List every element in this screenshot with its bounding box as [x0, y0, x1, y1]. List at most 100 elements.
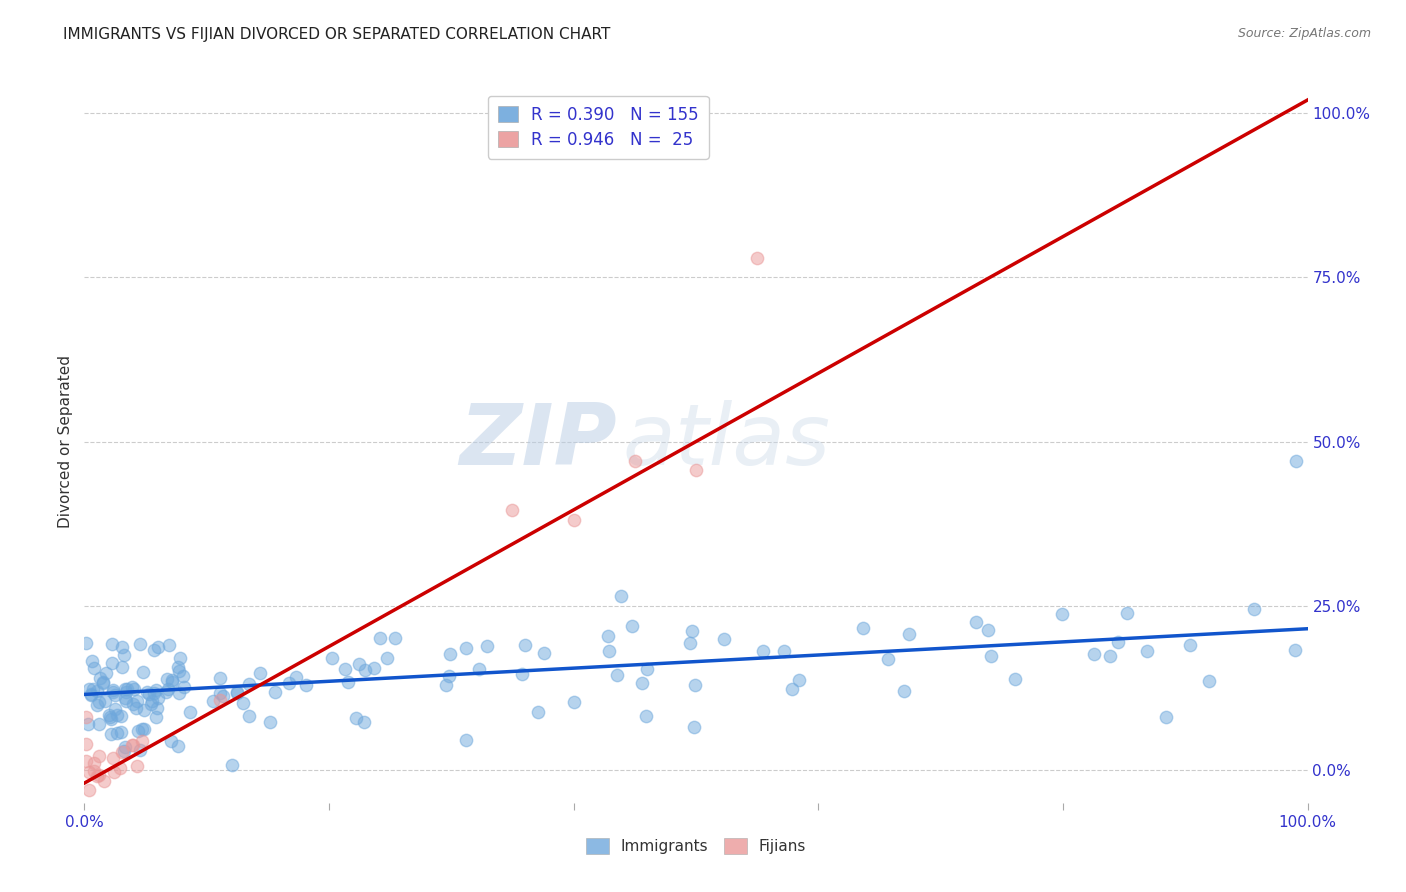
Text: IMMIGRANTS VS FIJIAN DIVORCED OR SEPARATED CORRELATION CHART: IMMIGRANTS VS FIJIAN DIVORCED OR SEPARAT… [63, 27, 610, 42]
Point [353, 715, 375, 730]
Point [115, 682, 138, 697]
Point [157, 682, 180, 697]
Point [249, 666, 271, 681]
Point [263, 685, 285, 699]
Point [598, 629, 620, 643]
Point [138, 688, 160, 702]
Point [363, 661, 385, 675]
Point [86, 698, 108, 712]
Point [89, 671, 111, 685]
Point [112, 744, 135, 758]
Point [502, 503, 524, 517]
Point [127, 724, 149, 739]
Point [238, 709, 260, 723]
Point [142, 643, 165, 657]
Point [898, 626, 921, 640]
Point [682, 720, 704, 734]
Point [598, 644, 620, 658]
Point [125, 759, 148, 773]
Point [468, 662, 491, 676]
Point [83, 756, 105, 771]
Point [87, 717, 110, 731]
Point [131, 722, 153, 736]
Point [110, 709, 132, 723]
Point [751, 644, 773, 658]
Point [105, 708, 128, 723]
Point [110, 640, 132, 654]
Point [562, 513, 585, 527]
Point [101, 636, 124, 650]
Point [454, 733, 477, 747]
Point [238, 677, 260, 691]
Point [100, 727, 122, 741]
Point [169, 651, 191, 665]
Point [101, 656, 124, 670]
Point [636, 662, 658, 676]
Text: atlas: atlas [623, 400, 831, 483]
Point [91, 676, 114, 690]
Point [201, 694, 224, 708]
Point [145, 682, 167, 697]
Point [77, 682, 100, 697]
Point [75, 710, 97, 724]
Point [212, 689, 235, 703]
Legend: Immigrants, Fijians: Immigrants, Fijians [579, 832, 813, 860]
Point [132, 665, 155, 679]
Point [132, 722, 155, 736]
Point [475, 639, 498, 653]
Point [101, 750, 124, 764]
Point [114, 690, 136, 705]
Point [375, 650, 398, 665]
Point [141, 694, 163, 708]
Point [685, 678, 707, 692]
Point [631, 675, 654, 690]
Point [747, 251, 769, 265]
Point [110, 724, 132, 739]
Point [125, 694, 148, 708]
Point [384, 631, 406, 645]
Point [156, 672, 179, 686]
Point [852, 622, 875, 636]
Point [221, 758, 243, 772]
Point [94, 693, 117, 707]
Text: ZIP: ZIP [458, 400, 616, 483]
Point [98, 710, 121, 724]
Point [620, 619, 643, 633]
Point [685, 462, 707, 476]
Point [434, 678, 457, 692]
Point [124, 682, 146, 697]
Point [893, 684, 915, 698]
Point [877, 652, 900, 666]
Point [1154, 710, 1177, 724]
Point [121, 697, 143, 711]
Point [146, 640, 169, 655]
Point [172, 669, 194, 683]
Point [86, 684, 108, 698]
Point [139, 698, 162, 712]
Point [354, 663, 377, 677]
Point [93, 773, 115, 788]
Point [155, 684, 177, 698]
Point [80, 688, 103, 702]
Point [98, 708, 121, 723]
Point [1136, 643, 1159, 657]
Point [965, 615, 987, 630]
Point [146, 701, 169, 715]
Point [977, 623, 1000, 637]
Point [159, 734, 181, 748]
Point [1115, 606, 1137, 620]
Point [121, 738, 143, 752]
Point [681, 624, 703, 638]
Point [89, 695, 111, 709]
Point [773, 644, 796, 658]
Point [148, 690, 170, 705]
Point [344, 711, 367, 725]
Point [610, 590, 633, 604]
Point [285, 670, 308, 684]
Point [100, 712, 122, 726]
Point [1107, 634, 1129, 648]
Point [513, 638, 536, 652]
Point [132, 703, 155, 717]
Point [75, 636, 97, 650]
Point [129, 743, 152, 757]
